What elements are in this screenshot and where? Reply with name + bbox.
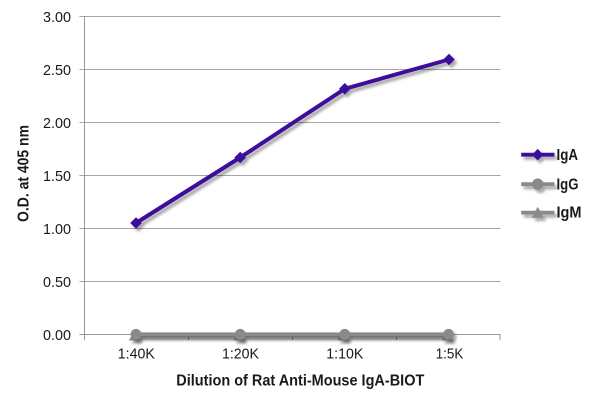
svg-text:1:20K: 1:20K [222, 346, 259, 363]
svg-text:Dilution of Rat Anti-Mouse IgA: Dilution of Rat Anti-Mouse IgA-BIOT [176, 373, 424, 390]
svg-text:2.00: 2.00 [43, 115, 71, 132]
svg-text:IgA: IgA [557, 147, 579, 164]
svg-text:1:5K: 1:5K [436, 346, 464, 363]
svg-text:3.00: 3.00 [43, 9, 71, 26]
svg-text:2.50: 2.50 [43, 62, 71, 79]
svg-text:O.D. at 405 nm: O.D. at 405 nm [16, 125, 33, 222]
svg-text:1:10K: 1:10K [326, 346, 363, 363]
svg-text:1:40K: 1:40K [118, 346, 155, 363]
svg-text:1.50: 1.50 [43, 168, 71, 185]
svg-text:IgM: IgM [557, 205, 582, 222]
svg-text:0.50: 0.50 [43, 274, 71, 291]
svg-text:1.00: 1.00 [43, 221, 71, 238]
svg-text:IgG: IgG [557, 177, 579, 194]
svg-text:0.00: 0.00 [43, 327, 71, 344]
